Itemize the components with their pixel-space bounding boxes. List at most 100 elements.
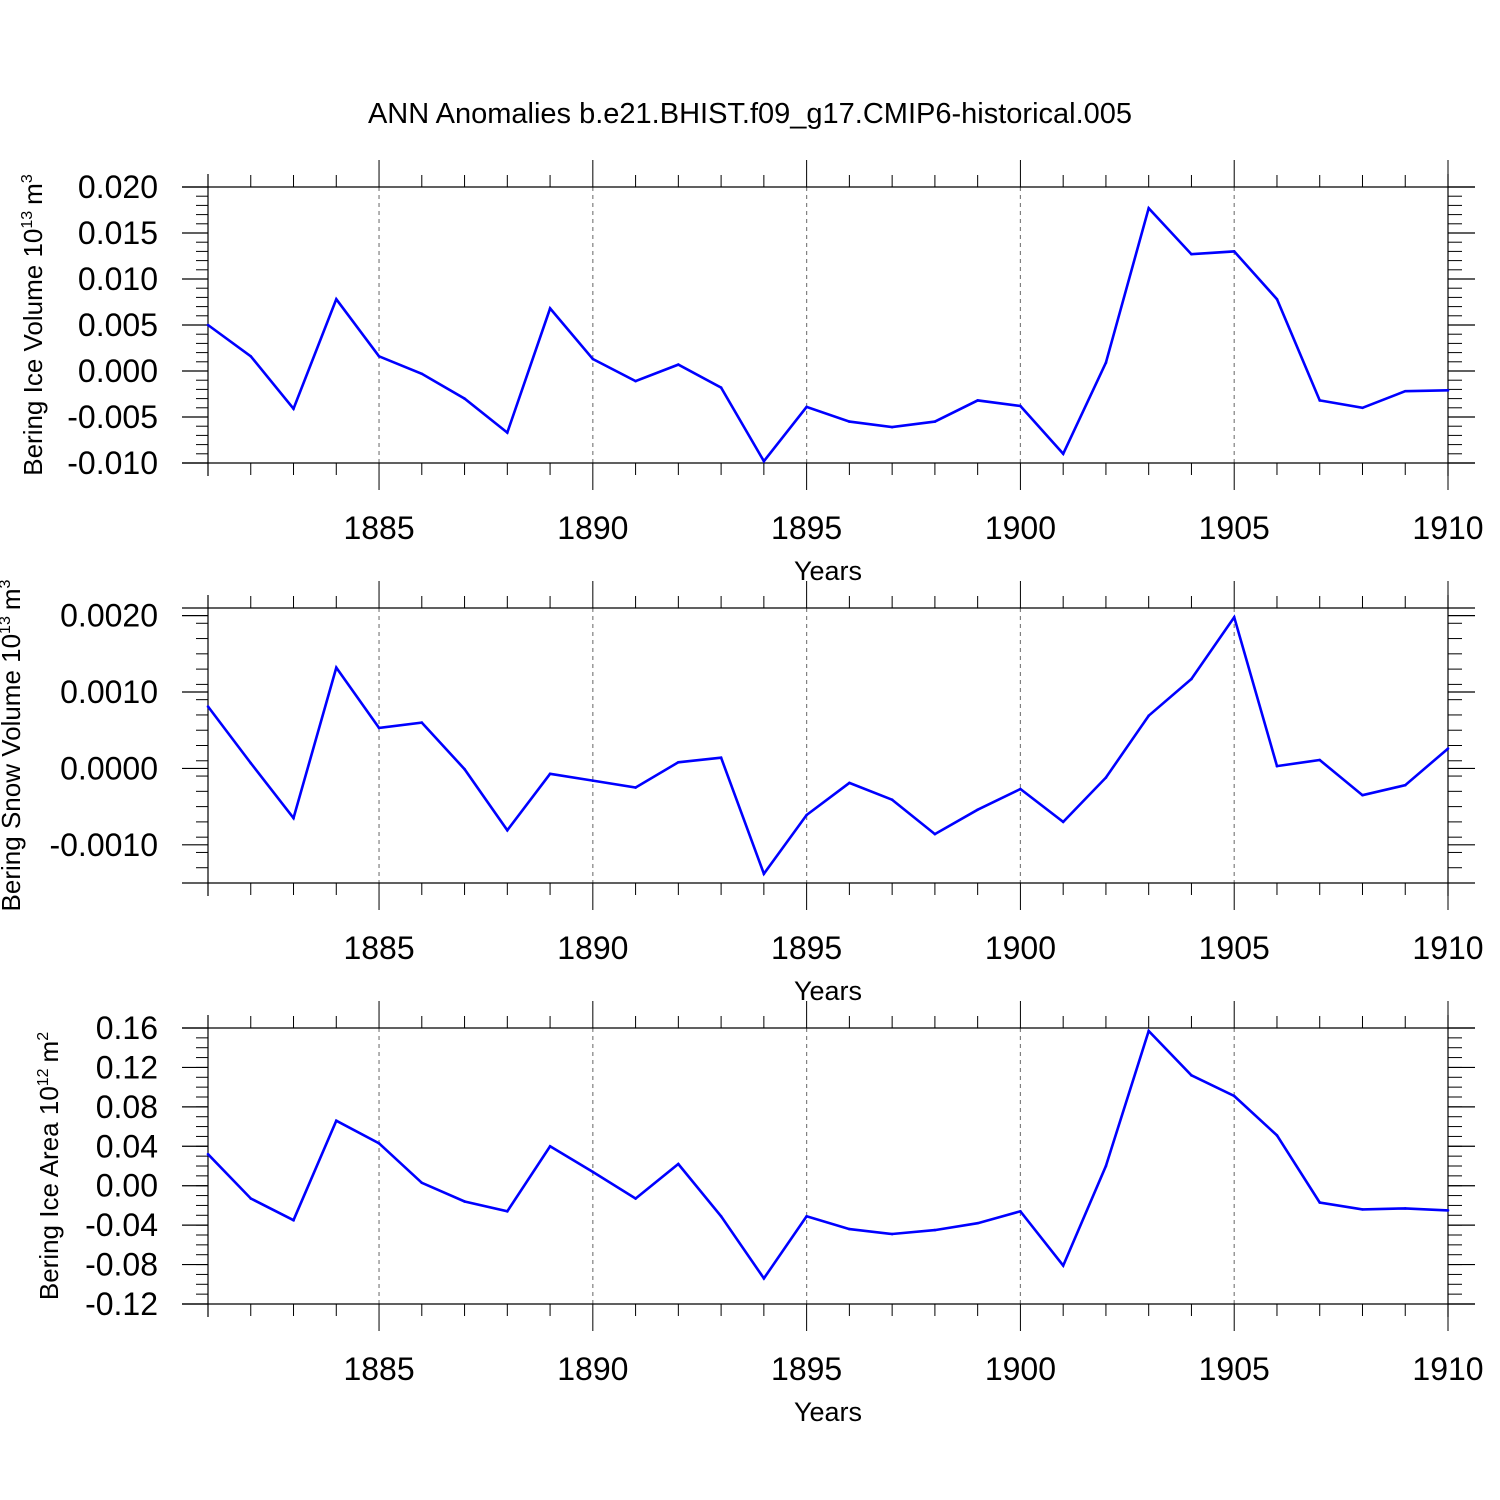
data-point <box>249 1197 253 1200</box>
data-point <box>377 726 381 730</box>
data-point <box>719 756 723 760</box>
data-point <box>1361 793 1364 797</box>
data-point <box>1147 1029 1150 1033</box>
data-point <box>762 459 766 463</box>
data-point <box>976 808 979 811</box>
y-tick-label: 0.12 <box>96 1049 158 1085</box>
y-axis-label-unit: m <box>0 588 26 610</box>
y-axis-label-unit: m <box>34 1041 64 1063</box>
y-axis-label-text: Bering Snow Volume 10 <box>0 634 26 912</box>
data-point <box>1446 389 1450 392</box>
data-point <box>1104 1164 1108 1168</box>
y-axis-label-unit-exp: 2 <box>35 1032 52 1041</box>
data-point <box>848 1227 851 1231</box>
data-point <box>292 407 295 411</box>
data-point <box>1275 297 1279 301</box>
y-tick-label: 0.020 <box>78 169 158 205</box>
y-tick-label: 0.005 <box>78 307 158 343</box>
data-point <box>890 1232 894 1236</box>
y-tick-label: 0.08 <box>96 1089 158 1125</box>
data-point <box>1190 677 1193 681</box>
data-point <box>334 666 338 669</box>
data-point <box>1147 206 1150 210</box>
y-tick-label: 0.015 <box>78 215 158 251</box>
chart-title: ANN Anomalies b.e21.BHIST.f09_g17.CMIP6-… <box>368 98 1132 130</box>
data-point <box>1019 1210 1022 1213</box>
data-point <box>377 354 381 358</box>
y-tick-label: 0.0010 <box>60 674 158 710</box>
data-point <box>1061 452 1065 456</box>
data-point <box>1318 1201 1322 1204</box>
data-point <box>463 397 466 400</box>
x-tick-label: 1905 <box>1199 510 1270 546</box>
data-point <box>719 386 723 389</box>
data-point <box>1232 615 1236 619</box>
data-point <box>591 1170 595 1174</box>
data-point <box>634 379 637 383</box>
x-tick-label: 1895 <box>771 930 842 966</box>
y-axis-label: Bering Ice Volume 1013 m3 <box>18 174 48 476</box>
data-point <box>677 363 680 366</box>
data-point <box>848 420 851 423</box>
y-tick-label: 0.04 <box>96 1128 158 1164</box>
data-point <box>890 798 894 802</box>
y-tick-label: -0.0010 <box>49 827 158 863</box>
data-point <box>420 372 424 376</box>
panel-1: -0.010 -0.005 0.000 0.005 0.010 0.015 0.020 188… <box>18 160 1484 586</box>
data-point <box>1061 820 1065 824</box>
data-point <box>1403 1207 1407 1210</box>
data-point <box>206 323 210 327</box>
data-point <box>377 1142 381 1145</box>
y-tick-label: -0.005 <box>67 399 158 435</box>
data-point <box>463 767 466 771</box>
y-tick-label: 0.0000 <box>60 750 158 786</box>
y-axis-label-exp: 13 <box>0 616 14 634</box>
data-point <box>933 832 937 836</box>
x-tick-label: 1910 <box>1412 1351 1483 1387</box>
series-line <box>207 1028 1449 1281</box>
y-tick-label: 0.010 <box>78 261 158 297</box>
x-tick-label: 1890 <box>557 510 628 546</box>
x-tick-label: 1900 <box>985 930 1056 966</box>
data-point <box>634 1197 637 1200</box>
panel-3: -0.12-0.08 -0.040.00 0.040.08 0.120.16 1885 1… <box>34 1001 1484 1427</box>
y-tick-label: 0.00 <box>96 1168 158 1204</box>
data-point <box>1232 1094 1236 1098</box>
data-point <box>933 420 937 423</box>
data-point <box>249 761 253 765</box>
data-point <box>1318 399 1322 402</box>
data-point <box>292 1218 295 1222</box>
y-tick-label: -0.12 <box>85 1286 158 1322</box>
data-point <box>506 431 509 434</box>
data-point <box>463 1200 466 1203</box>
data-point <box>591 357 595 361</box>
data-point <box>420 721 424 724</box>
y-axis-label-unit-exp: 3 <box>19 174 36 183</box>
series-line <box>206 614 1449 877</box>
data-point <box>506 1210 509 1213</box>
y-tick-label: 0.16 <box>96 1010 158 1046</box>
data-point <box>1446 747 1450 750</box>
data-point <box>292 816 295 820</box>
series-line <box>207 205 1449 464</box>
y-tick-label: -0.08 <box>85 1247 158 1283</box>
data-point <box>634 786 637 789</box>
panels: -0.010 -0.005 0.000 0.005 0.010 0.015 0.020 188… <box>0 160 1484 1427</box>
data-point <box>976 1221 979 1225</box>
x-tick-label: 1905 <box>1199 1351 1270 1387</box>
data-point <box>1403 389 1407 393</box>
x-tick-label: 1885 <box>343 930 414 966</box>
x-tick-label: 1885 <box>343 510 414 546</box>
data-point <box>677 761 680 764</box>
panel-2: -0.0010 0.0000 0.0010 0.0020 1885 1890 1895 190… <box>0 579 1484 1006</box>
data-point <box>1232 250 1236 253</box>
y-axis-label: Bering Snow Volume 1013 m3 <box>0 579 26 911</box>
x-tick-label: 1900 <box>985 510 1056 546</box>
data-point <box>548 772 552 776</box>
data-point <box>805 405 808 409</box>
data-point <box>848 781 851 785</box>
data-point <box>249 354 253 358</box>
data-point <box>334 297 338 301</box>
data-point <box>1403 783 1407 787</box>
